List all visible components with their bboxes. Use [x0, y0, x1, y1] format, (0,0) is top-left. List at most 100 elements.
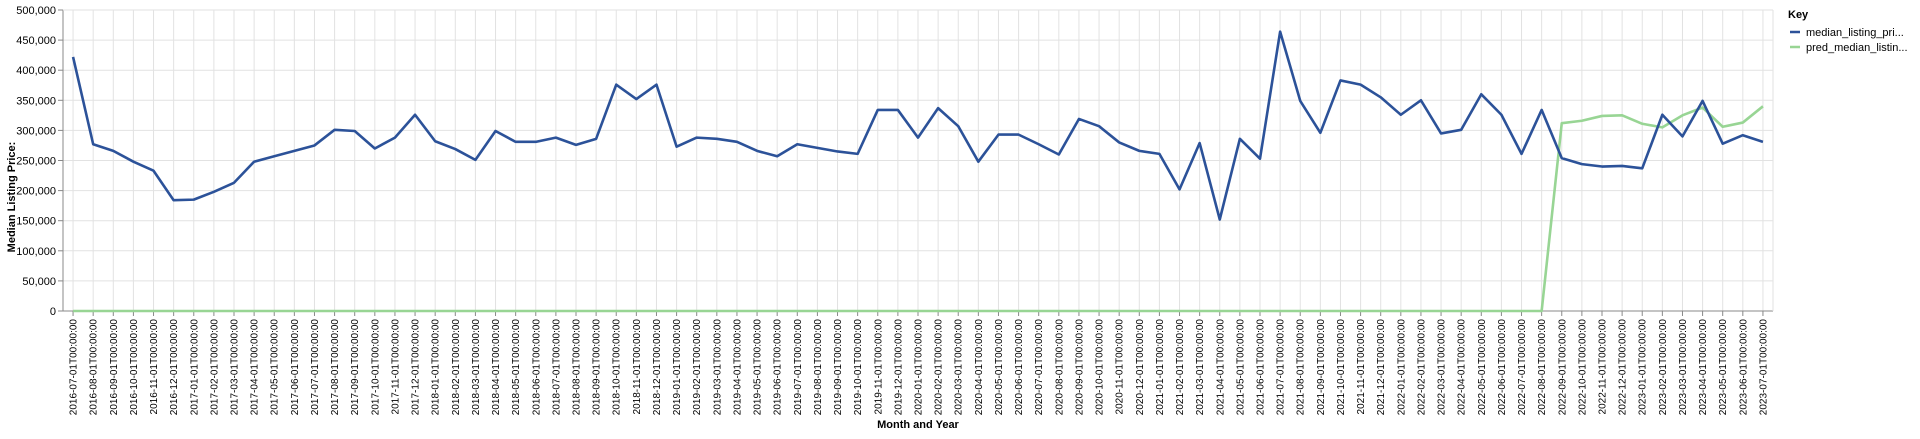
x-tick-label: 2017-08-01T00:00:00: [330, 319, 341, 416]
x-tick-label: 2021-07-01T00:00:00: [1276, 319, 1287, 416]
x-tick-label: 2022-08-01T00:00:00: [1537, 319, 1548, 416]
x-tick-label: 2019-09-01T00:00:00: [833, 319, 844, 416]
x-tick-label: 2019-07-01T00:00:00: [793, 319, 804, 416]
x-tick-label: 2018-07-01T00:00:00: [551, 319, 562, 416]
x-tick-label: 2016-12-01T00:00:00: [169, 319, 180, 416]
x-tick-label: 2018-10-01T00:00:00: [612, 319, 623, 416]
y-tick-label: 0: [50, 306, 56, 318]
x-tick-label: 2016-09-01T00:00:00: [109, 319, 120, 416]
x-tick-label: 2020-04-01T00:00:00: [974, 319, 985, 416]
x-tick-label: 2020-03-01T00:00:00: [954, 319, 965, 416]
x-tick-label: 2022-07-01T00:00:00: [1517, 319, 1528, 416]
x-tick-label: 2022-12-01T00:00:00: [1618, 319, 1629, 416]
x-tick-label: 2020-02-01T00:00:00: [934, 319, 945, 416]
x-tick-label: 2020-10-01T00:00:00: [1095, 319, 1106, 416]
x-tick-label: 2019-05-01T00:00:00: [753, 319, 764, 416]
x-tick-label: 2017-11-01T00:00:00: [390, 319, 401, 415]
x-tick-label: 2018-09-01T00:00:00: [592, 319, 603, 416]
x-tick-label: 2019-06-01T00:00:00: [773, 319, 784, 416]
x-tick-label: 2017-06-01T00:00:00: [290, 319, 301, 416]
legend: Key median_listing_pri... pred_median_lis…: [1788, 9, 1908, 54]
x-tick-label: 2017-12-01T00:00:00: [411, 319, 422, 416]
x-tick-label: 2018-02-01T00:00:00: [451, 319, 462, 416]
x-tick-label: 2016-11-01T00:00:00: [149, 319, 160, 415]
x-tick-label: 2023-07-01T00:00:00: [1758, 319, 1769, 416]
x-tick-label: 2023-02-01T00:00:00: [1658, 319, 1669, 416]
y-tick-label: 400,000: [16, 65, 56, 77]
series-line-pred-median-listing-price: [73, 105, 1764, 313]
x-tick-label: 2018-04-01T00:00:00: [491, 319, 502, 416]
x-tick-label: 2021-09-01T00:00:00: [1316, 319, 1327, 416]
x-tick-label: 2021-01-01T00:00:00: [1155, 319, 1166, 416]
x-tick-label: 2021-05-01T00:00:00: [1235, 319, 1246, 416]
x-tick-label: 2018-11-01T00:00:00: [632, 319, 643, 415]
x-tick-label: 2021-02-01T00:00:00: [1175, 319, 1186, 416]
x-tick-label: 2020-12-01T00:00:00: [1135, 319, 1146, 416]
x-tick-label: 2018-01-01T00:00:00: [431, 319, 442, 416]
x-tick-label: 2017-07-01T00:00:00: [310, 319, 321, 416]
x-tick-label: 2019-12-01T00:00:00: [893, 319, 904, 416]
x-tick-label: 2019-03-01T00:00:00: [712, 319, 723, 416]
legend-title: Key: [1788, 9, 1809, 21]
x-tick-label: 2018-12-01T00:00:00: [652, 319, 663, 416]
y-tick-label: 200,000: [16, 186, 56, 198]
x-tick-label: 2023-04-01T00:00:00: [1698, 319, 1709, 416]
axes: [58, 9, 1774, 316]
x-tick-label: 2021-11-01T00:00:00: [1356, 319, 1367, 415]
x-tick-label: 2020-11-01T00:00:00: [1115, 319, 1126, 415]
x-tick-label: 2022-04-01T00:00:00: [1457, 319, 1468, 416]
x-tick-label: 2017-05-01T00:00:00: [270, 319, 281, 416]
x-tick-label: 2020-05-01T00:00:00: [994, 319, 1005, 416]
x-tick-label: 2022-03-01T00:00:00: [1437, 319, 1448, 416]
x-tick-label: 2020-07-01T00:00:00: [1034, 319, 1045, 416]
y-tick-label: 350,000: [16, 95, 56, 107]
y-axis-title: Median Listing Price:: [6, 142, 18, 253]
legend-entries: median_listing_pri... pred_median_listin.…: [1790, 27, 1908, 54]
x-tick-label: 2021-06-01T00:00:00: [1256, 319, 1267, 416]
x-tick-label: 2022-10-01T00:00:00: [1577, 319, 1588, 416]
legend-label: pred_median_listin...: [1806, 42, 1908, 54]
y-tick-label: 300,000: [16, 125, 56, 137]
x-tick-label: 2022-02-01T00:00:00: [1416, 319, 1427, 416]
x-tick-label: 2023-01-01T00:00:00: [1638, 319, 1649, 416]
x-tick-label: 2020-09-01T00:00:00: [1074, 319, 1085, 416]
x-tick-label: 2021-03-01T00:00:00: [1195, 319, 1206, 416]
x-tick-label: 2020-08-01T00:00:00: [1054, 319, 1065, 416]
y-tick-label: 250,000: [16, 156, 56, 168]
x-tick-label: 2019-08-01T00:00:00: [813, 319, 824, 416]
x-tick-label: 2020-01-01T00:00:00: [914, 319, 925, 416]
x-tick-label: 2017-01-01T00:00:00: [189, 319, 200, 416]
x-axis-title: Month and Year: [877, 419, 959, 431]
x-tick-label: 2023-03-01T00:00:00: [1678, 319, 1689, 416]
x-tick-label: 2019-10-01T00:00:00: [853, 319, 864, 416]
x-tick-label: 2016-08-01T00:00:00: [89, 319, 100, 416]
x-tick-label: 2019-11-01T00:00:00: [873, 319, 884, 415]
x-tick-label: 2022-06-01T00:00:00: [1497, 319, 1508, 416]
x-tick-label: 2020-06-01T00:00:00: [1014, 319, 1025, 416]
y-tick-label: 150,000: [16, 216, 56, 228]
y-tick-label: 100,000: [16, 246, 56, 258]
y-tick-label: 50,000: [22, 276, 56, 288]
x-tick-label: 2018-05-01T00:00:00: [511, 319, 522, 416]
x-tick-label: 2017-04-01T00:00:00: [250, 319, 261, 416]
x-tick-label: 2017-03-01T00:00:00: [230, 319, 241, 416]
x-tick-label: 2021-10-01T00:00:00: [1336, 319, 1347, 416]
x-tick-label: 2022-11-01T00:00:00: [1598, 319, 1609, 415]
x-tick-label: 2017-10-01T00:00:00: [370, 319, 381, 416]
grid: [63, 9, 1773, 312]
x-tick-label: 2016-10-01T00:00:00: [129, 319, 140, 416]
x-tick-label: 2018-03-01T00:00:00: [471, 319, 482, 416]
x-tick-label: 2017-02-01T00:00:00: [209, 319, 220, 416]
x-tick-label: 2018-08-01T00:00:00: [572, 319, 583, 416]
x-tick-label: 2017-09-01T00:00:00: [350, 319, 361, 416]
y-tick-label: 500,000: [16, 5, 56, 17]
axis-labels: Median Listing Price: Month and Year 0 50…: [6, 5, 1769, 431]
x-tick-label: 2022-01-01T00:00:00: [1396, 319, 1407, 416]
x-tick-label: 2021-08-01T00:00:00: [1296, 319, 1307, 416]
x-tick-label: 2022-05-01T00:00:00: [1477, 319, 1488, 416]
x-tick-label: 2019-01-01T00:00:00: [672, 319, 683, 416]
x-tick-label: 2022-09-01T00:00:00: [1557, 319, 1568, 416]
x-tick-label: 2021-12-01T00:00:00: [1376, 319, 1387, 416]
